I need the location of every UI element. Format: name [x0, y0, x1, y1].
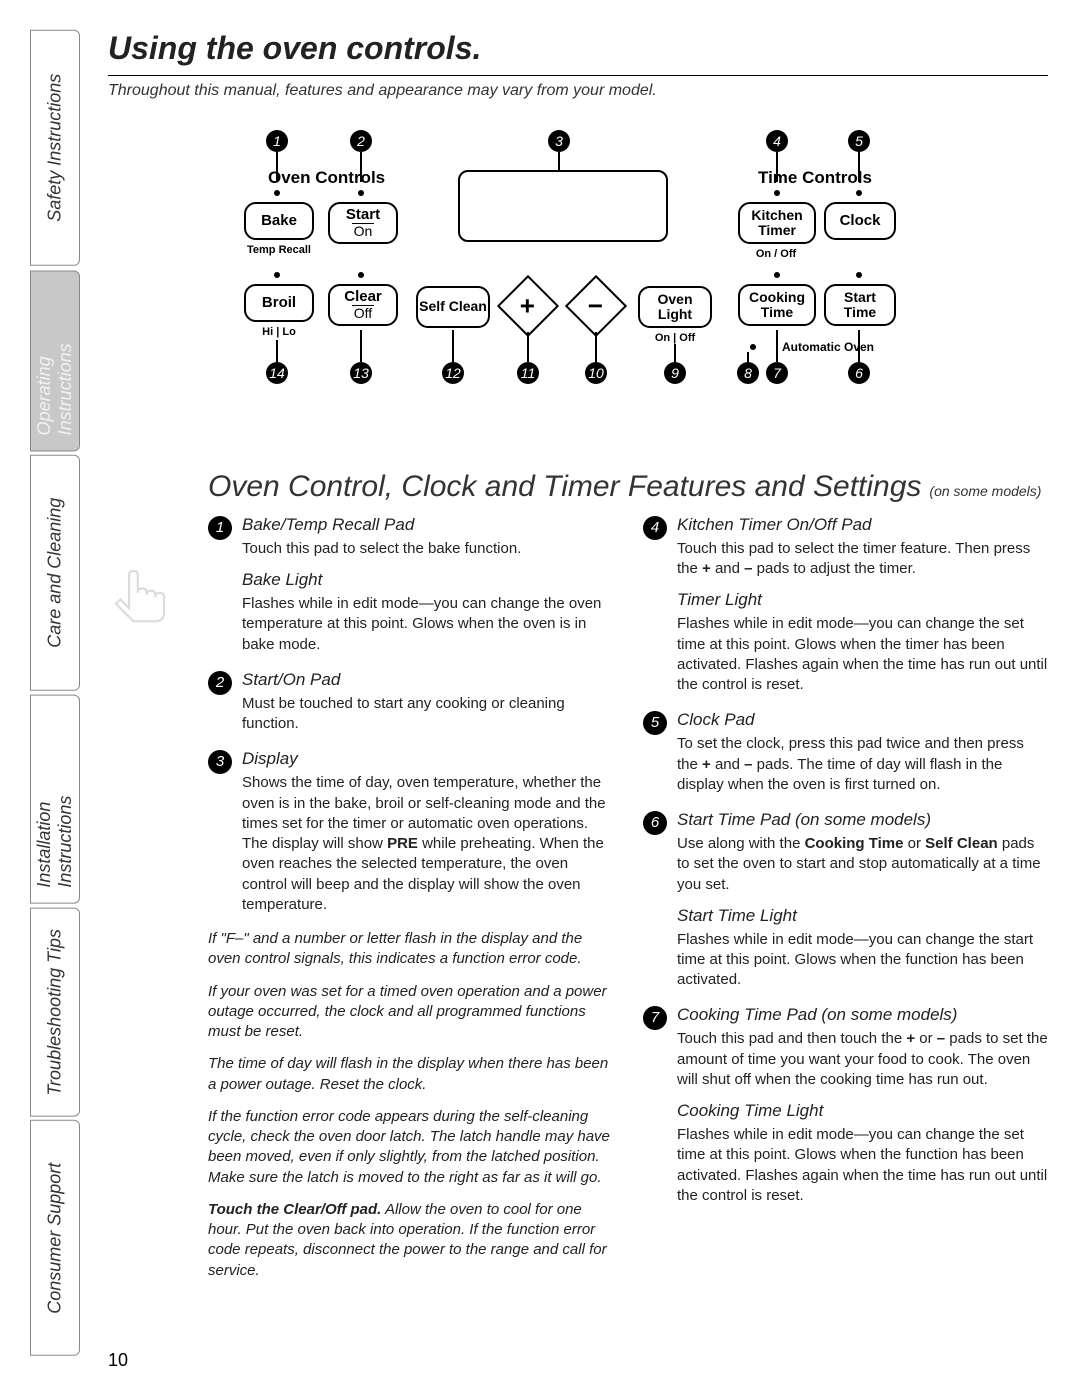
item-5-text: To set the clock, press this pad twice a…	[677, 734, 1048, 795]
right-column: 4 Kitchen Timer On/Off Pad Touch this pa…	[643, 514, 1048, 1293]
note-5-bold: Touch the Clear/Off pad.	[208, 1201, 381, 1218]
badge-2: 2	[208, 671, 232, 695]
item-3-text: Shows the time of day, oven temperature,…	[242, 773, 613, 915]
tab-care[interactable]: Care and Cleaning	[30, 455, 80, 691]
section-title: Oven Control, Clock and Timer Features a…	[208, 470, 921, 504]
callout-1: 1	[266, 130, 288, 152]
callout-3: 3	[548, 130, 570, 152]
item-1b-text: Flashes while in edit mode—you can chang…	[242, 594, 613, 655]
callout-14: 14	[266, 362, 288, 384]
item-5: 5 Clock Pad To set the clock, press this…	[643, 709, 1048, 795]
callout-7: 7	[766, 362, 788, 384]
btn-clear-off: Clear Off	[328, 284, 398, 326]
body-columns: 1 Bake/Temp Recall Pad Touch this pad to…	[208, 514, 1048, 1293]
label-on: On	[352, 223, 375, 239]
btn-cooking-time: Cooking Time	[738, 284, 816, 326]
label-automatic-oven: Automatic Oven	[758, 340, 898, 354]
tab-operating[interactable]: Operating Instructions	[30, 270, 80, 451]
item-7: 7 Cooking Time Pad (on some models) Touc…	[643, 1004, 1048, 1206]
btn-kitchen-timer: Kitchen Timer	[738, 202, 816, 244]
btn-start-time: Start Time	[824, 284, 896, 326]
badge-1: 1	[208, 516, 232, 540]
label-oven-controls: Oven Controls	[268, 168, 385, 188]
callout-4: 4	[766, 130, 788, 152]
btn-oven-light: Oven Light	[638, 286, 712, 328]
note-5: Touch the Clear/Off pad. Allow the oven …	[208, 1200, 613, 1281]
badge-5: 5	[643, 711, 667, 735]
item-3-title: Display	[242, 748, 613, 771]
control-panel-diagram: 1 2 3 4 5 Oven Controls Time Controls Ba…	[168, 130, 988, 430]
label-temp-recall: Temp Recall	[246, 244, 312, 256]
tab-installation[interactable]: Installation Instructions	[30, 695, 80, 904]
callout-9: 9	[664, 362, 686, 384]
section-note: (on some models)	[929, 483, 1041, 499]
item-2-title: Start/On Pad	[242, 669, 613, 692]
callout-11: 11	[517, 362, 539, 384]
badge-6: 6	[643, 811, 667, 835]
page-number: 10	[108, 1350, 128, 1371]
item-2-text: Must be touched to start any cooking or …	[242, 694, 613, 735]
item-4-title: Kitchen Timer On/Off Pad	[677, 514, 1048, 537]
tab-consumer[interactable]: Consumer Support	[30, 1120, 80, 1356]
item-6-title: Start Time Pad (on some models)	[677, 809, 1048, 832]
badge-7: 7	[643, 1006, 667, 1030]
item-7b-title: Cooking Time Light	[677, 1100, 1048, 1123]
item-4b-title: Timer Light	[677, 589, 1048, 612]
section-header: Oven Control, Clock and Timer Features a…	[208, 470, 1048, 504]
btn-plus: +	[497, 275, 559, 337]
item-7-title: Cooking Time Pad (on some models)	[677, 1004, 1048, 1027]
tab-safety[interactable]: Safety Instructions	[30, 30, 80, 266]
item-6b-text: Flashes while in edit mode—you can chang…	[677, 930, 1048, 991]
item-1: 1 Bake/Temp Recall Pad Touch this pad to…	[208, 514, 613, 655]
callout-12: 12	[442, 362, 464, 384]
btn-self-clean: Self Clean	[416, 286, 490, 328]
callout-13: 13	[350, 362, 372, 384]
item-4: 4 Kitchen Timer On/Off Pad Touch this pa…	[643, 514, 1048, 695]
label-hi-lo: Hi | Lo	[256, 326, 302, 338]
main-content: Using the oven controls. Throughout this…	[108, 30, 1048, 1293]
label-onoff: On / Off	[746, 248, 806, 260]
btn-start-on: Start On	[328, 202, 398, 244]
tab-troubleshooting[interactable]: Troubleshooting Tips	[30, 908, 80, 1117]
item-7-text: Touch this pad and then touch the + or –…	[677, 1029, 1048, 1090]
sidebar-tabs: Safety Instructions Operating Instructio…	[30, 30, 80, 1360]
badge-3: 3	[208, 750, 232, 774]
callout-5: 5	[848, 130, 870, 152]
item-2: 2 Start/On Pad Must be touched to start …	[208, 669, 613, 734]
label-time-controls: Time Controls	[758, 168, 872, 188]
note-3: The time of day will flash in the displa…	[208, 1054, 613, 1095]
label-onoff2: On | Off	[650, 332, 700, 344]
page-subtitle: Throughout this manual, features and app…	[108, 82, 1048, 100]
note-2: If your oven was set for a timed oven op…	[208, 982, 613, 1043]
callout-6: 6	[848, 362, 870, 384]
item-6-text: Use along with the Cooking Time or Self …	[677, 834, 1048, 895]
label-start: Start	[346, 207, 380, 224]
item-1b-title: Bake Light	[242, 569, 613, 592]
item-5-title: Clock Pad	[677, 709, 1048, 732]
item-3: 3 Display Shows the time of day, oven te…	[208, 748, 613, 915]
callout-8: 8	[737, 362, 759, 384]
item-4-text: Touch this pad to select the timer featu…	[677, 539, 1048, 580]
badge-4: 4	[643, 516, 667, 540]
label-off: Off	[352, 305, 374, 321]
btn-bake: Bake	[244, 202, 314, 240]
label-clear: Clear	[344, 289, 382, 306]
callout-10: 10	[585, 362, 607, 384]
btn-clock: Clock	[824, 202, 896, 240]
note-1: If "F–" and a number or letter flash in …	[208, 929, 613, 970]
left-column: 1 Bake/Temp Recall Pad Touch this pad to…	[208, 514, 613, 1293]
item-1-title: Bake/Temp Recall Pad	[242, 514, 613, 537]
item-6: 6 Start Time Pad (on some models) Use al…	[643, 809, 1048, 990]
btn-minus: −	[565, 275, 627, 337]
note-4: If the function error code appears durin…	[208, 1107, 613, 1188]
display-screen	[458, 170, 668, 242]
callout-2: 2	[350, 130, 372, 152]
hand-icon	[105, 560, 175, 630]
page-title: Using the oven controls.	[108, 30, 1048, 76]
btn-broil: Broil	[244, 284, 314, 322]
item-7b-text: Flashes while in edit mode—you can chang…	[677, 1125, 1048, 1206]
item-4b-text: Flashes while in edit mode—you can chang…	[677, 614, 1048, 695]
item-1-text: Touch this pad to select the bake functi…	[242, 539, 613, 559]
item-6b-title: Start Time Light	[677, 905, 1048, 928]
